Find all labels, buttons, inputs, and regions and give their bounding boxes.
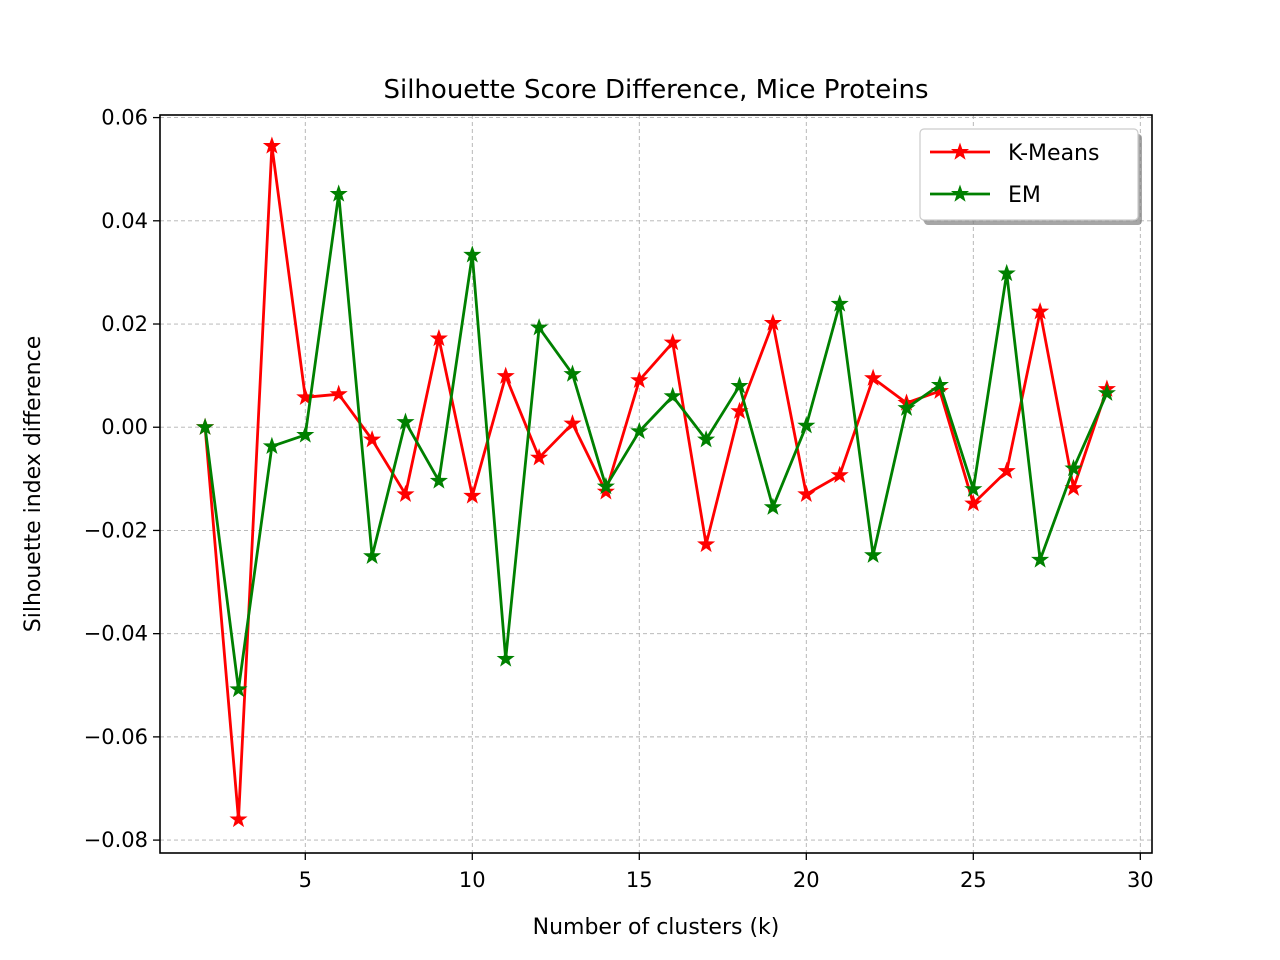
y-tick-label: 0.02 <box>101 312 148 336</box>
ticks: 5 10 15 20 25 30 0.06 0.04 0.02 0.00 −0.02 −0.04 −0.… <box>84 106 1154 892</box>
data-point <box>196 417 215 435</box>
data-point <box>496 649 515 667</box>
data-point <box>596 477 615 495</box>
data-point <box>363 546 382 564</box>
x-tick-label: 10 <box>459 868 486 892</box>
data-point <box>496 366 515 384</box>
data-point <box>763 313 782 331</box>
x-tick-label: 20 <box>793 868 820 892</box>
y-tick-label: 0.00 <box>101 415 148 439</box>
x-tick-label: 5 <box>299 868 312 892</box>
data-point <box>429 328 448 347</box>
data-point <box>363 430 382 448</box>
data-point <box>229 809 248 828</box>
y-axis-label: Silhouette index difference <box>21 336 46 632</box>
legend-label: EM <box>1008 183 1041 208</box>
y-tick-label: −0.02 <box>84 518 148 542</box>
y-tick-label: −0.06 <box>84 725 148 749</box>
legend-label: K-Means <box>1008 141 1099 166</box>
data-point <box>763 497 782 515</box>
data-point <box>262 136 281 154</box>
data-point <box>663 333 682 351</box>
data-point <box>296 425 315 443</box>
data-point <box>396 412 415 430</box>
data-point <box>697 430 716 448</box>
x-tick-label: 15 <box>626 868 653 892</box>
series-line <box>203 144 1109 821</box>
data-point <box>229 679 248 698</box>
data-point <box>429 471 448 489</box>
data-point <box>262 436 281 455</box>
data-point <box>530 448 549 466</box>
data-point <box>797 416 816 434</box>
data-point <box>730 376 749 394</box>
x-axis-label: Number of clusters (k) <box>533 915 780 940</box>
chart-title: Silhouette Score Difference, Mice Protei… <box>383 75 928 105</box>
data-point <box>630 421 649 440</box>
data-point <box>964 494 983 512</box>
data-point <box>563 414 582 432</box>
legend-entry: K-Means <box>930 141 1099 166</box>
series-em <box>196 184 1116 698</box>
data-point <box>864 545 883 563</box>
x-tick-label: 25 <box>960 868 987 892</box>
data-point <box>1064 458 1083 477</box>
data-point <box>463 245 482 263</box>
data-point <box>329 184 348 202</box>
legend-marker <box>950 184 970 202</box>
data-point <box>697 534 716 553</box>
plot-frame <box>159 114 1153 854</box>
legend-marker <box>950 142 970 160</box>
legend-entry: EM <box>930 183 1041 208</box>
y-tick-label: −0.08 <box>84 828 148 852</box>
data-point <box>596 482 615 500</box>
y-tick-label: −0.04 <box>84 622 148 646</box>
data-point <box>797 484 816 503</box>
data-point <box>1031 302 1050 320</box>
legend: K-Means EM <box>919 128 1142 225</box>
x-tick-label: 30 <box>1127 868 1154 892</box>
data-point <box>630 370 649 388</box>
data-point <box>463 486 482 504</box>
data-point <box>663 386 682 404</box>
data-point <box>563 364 582 382</box>
series-line <box>203 192 1109 691</box>
data-point <box>530 318 549 336</box>
data-point <box>1031 550 1050 568</box>
data-point <box>329 384 348 402</box>
data-point <box>830 465 849 483</box>
data-point <box>930 375 949 393</box>
data-point <box>997 263 1016 282</box>
data-point <box>964 479 983 497</box>
series-layer <box>196 136 1116 828</box>
data-point <box>997 461 1016 479</box>
data-point <box>864 368 883 386</box>
data-point <box>897 398 916 416</box>
data-point <box>1097 383 1116 401</box>
y-tick-label: 0.06 <box>101 106 148 130</box>
y-tick-label: 0.04 <box>101 209 148 233</box>
data-point <box>830 294 849 312</box>
data-point <box>396 484 415 503</box>
